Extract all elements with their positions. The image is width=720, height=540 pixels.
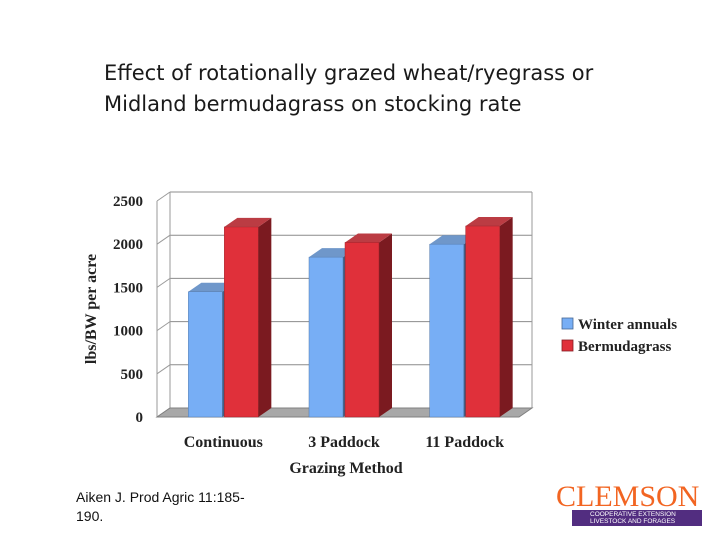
x-tick-label: Continuous	[184, 434, 263, 451]
title-line-1: Effect of rotationally grazed wheat/ryeg…	[104, 61, 594, 85]
bar	[429, 243, 464, 418]
grid-diagonal	[156, 277, 171, 288]
grid-diagonal	[156, 234, 171, 245]
bar	[224, 226, 259, 418]
bar-top	[188, 282, 236, 292]
bar-top	[345, 233, 392, 243]
y-tick-label: 500	[121, 367, 144, 383]
x-tick-label: 11 Paddock	[425, 434, 504, 451]
y-tick-label: 1000	[113, 324, 143, 340]
bar-top	[465, 217, 513, 227]
bar	[308, 256, 344, 418]
grid-diagonal	[156, 364, 171, 375]
bar-side	[258, 217, 272, 417]
legend-swatch	[561, 317, 574, 330]
bar	[344, 242, 380, 418]
bar-top	[429, 235, 477, 245]
x-axis-label: Grazing Method	[289, 460, 402, 477]
slide-title: Effect of rotationally grazed wheat/ryeg…	[104, 58, 684, 120]
logo-banner: COOPERATIVE EXTENSION LIVESTOCK AND FORA…	[572, 510, 702, 526]
bar-top	[309, 248, 356, 258]
citation-line-2: 190.	[76, 508, 104, 524]
bar-top	[224, 217, 272, 227]
grid-diagonal	[156, 191, 171, 202]
legend-swatch	[561, 339, 574, 352]
logo-line-1: COOPERATIVE EXTENSION	[590, 511, 676, 518]
bar-side	[499, 217, 513, 417]
citation-line-1: Aiken J. Prod Agric 11:185-	[76, 489, 245, 505]
y-tick-label: 1500	[113, 280, 143, 296]
y-tick-label: 2000	[113, 237, 143, 253]
citation: Aiken J. Prod Agric 11:185- 190.	[76, 488, 286, 526]
title-line-2: Midland bermudagrass on stocking rate	[104, 92, 522, 116]
logo-line-2: LIVESTOCK AND FORAGES	[590, 518, 676, 525]
bar-side	[379, 233, 392, 417]
bar	[188, 291, 223, 418]
legend-label: Winter annuals	[578, 317, 677, 333]
y-tick-label: 2500	[113, 194, 143, 210]
legend-label: Bermudagrass	[578, 339, 671, 355]
y-tick-label: 0	[136, 410, 144, 426]
clemson-logo: CLEMSON COOPERATIVE EXTENSION LIVESTOCK …	[556, 482, 704, 528]
grid-diagonal	[156, 321, 171, 332]
x-tick-label: 3 Paddock	[308, 434, 380, 451]
y-axis-label: lbs/BW per acre	[83, 254, 100, 364]
bar	[465, 225, 500, 418]
logo-wordmark: CLEMSON	[556, 480, 700, 513]
